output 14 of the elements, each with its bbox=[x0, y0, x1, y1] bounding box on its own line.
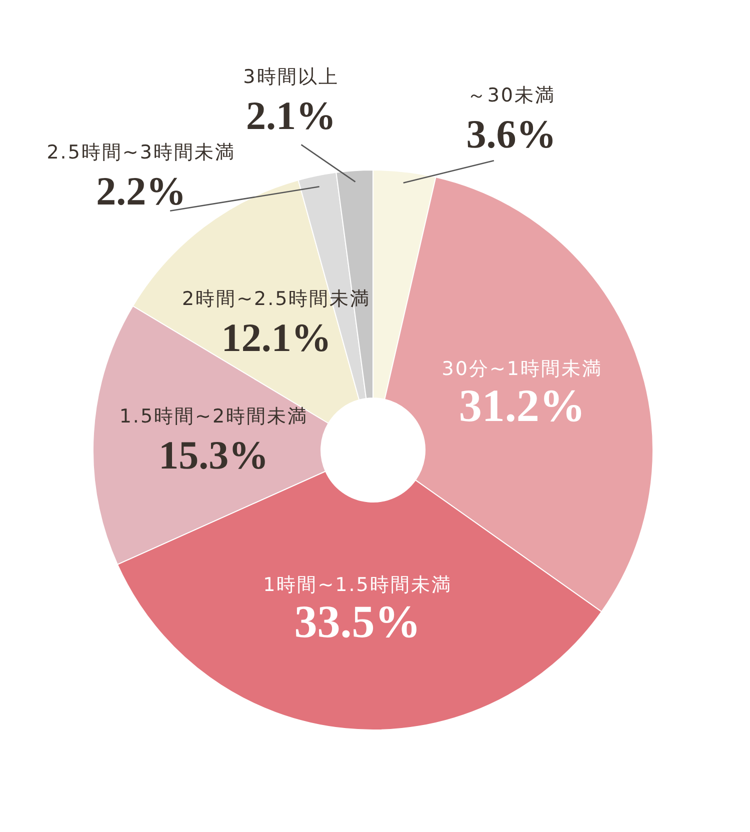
data-label: 3.6% bbox=[466, 111, 556, 156]
slice-label: ～30未満 bbox=[466, 84, 556, 106]
slice-label: 1時間~1.5時間未満 bbox=[263, 574, 452, 596]
data-label: 15.3% bbox=[158, 432, 269, 478]
data-label: 12.1% bbox=[221, 314, 332, 360]
data-label: 2.1% bbox=[246, 93, 336, 138]
slice-label: 2.5時間~3時間未満 bbox=[46, 142, 236, 164]
data-label: 33.5% bbox=[294, 596, 421, 647]
slice-label: 30分~1時間未満 bbox=[442, 358, 602, 380]
data-label: 31.2% bbox=[458, 380, 586, 432]
slice-label: 3時間以上 bbox=[243, 66, 339, 88]
slice-label: 1.5時間~2時間未満 bbox=[119, 405, 308, 428]
slice-label: 2時間~2.5時間未満 bbox=[182, 288, 371, 310]
data-label: 2.2% bbox=[96, 168, 186, 214]
